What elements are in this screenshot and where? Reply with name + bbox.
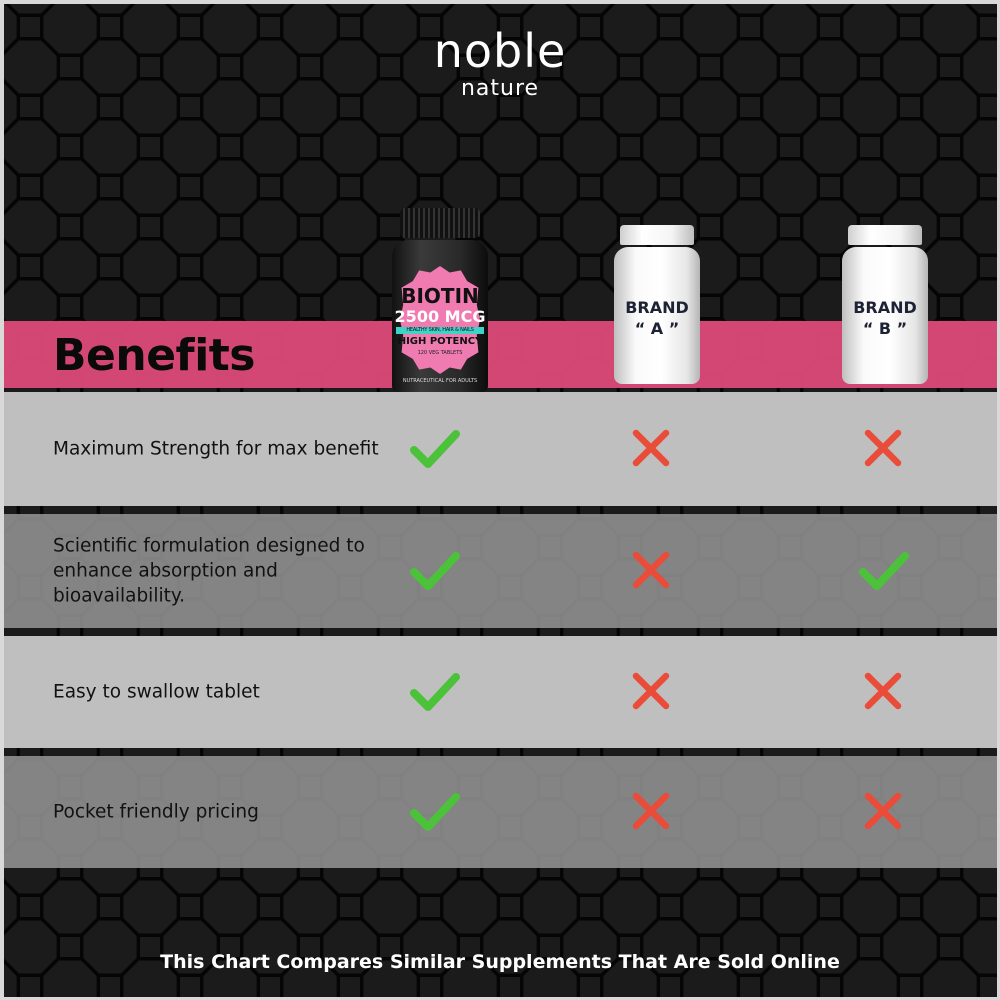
- cross-icon: [632, 672, 670, 710]
- check-icon: [410, 673, 460, 711]
- benefit-text: Pocket friendly pricing: [53, 801, 259, 823]
- benefits-heading: Benefits: [53, 330, 256, 381]
- product-brand-a-bottle: BRAND “ A ”: [614, 225, 700, 384]
- label-line1: BRAND: [853, 298, 917, 317]
- label-count: 120 VEG TABLETS: [417, 350, 463, 356]
- bottle-cap: [620, 225, 694, 245]
- brand-logo-line2: nature: [460, 76, 540, 101]
- brand-logo-line1: noble: [433, 24, 567, 78]
- label-tagline: HEALTHY SKIN, HAIR & NAILS: [396, 327, 484, 334]
- label-line2: “ B ”: [862, 319, 908, 338]
- header-band: [4, 321, 997, 388]
- cross-icon: [632, 429, 670, 467]
- product-brand-b-bottle: BRAND “ B ”: [842, 225, 928, 384]
- comparison-row: Scientific formulation designed to enhan…: [4, 514, 997, 628]
- benefit-text: Easy to swallow tablet: [53, 681, 260, 703]
- bottle-body: [842, 247, 928, 384]
- label-title: BIOTIN: [401, 284, 479, 308]
- footer-note: This Chart Compares Similar Supplements …: [160, 951, 840, 973]
- comparison-row: Pocket friendly pricing: [4, 756, 997, 868]
- label-dose: 2500 MCG: [394, 307, 486, 326]
- cross-icon: [632, 551, 670, 589]
- bottle-label: BRAND “ A ”: [614, 297, 700, 339]
- bottle-cap: [400, 208, 480, 238]
- cross-icon: [864, 792, 902, 830]
- label-line1: BRAND: [625, 298, 689, 317]
- bottle-cap: [848, 225, 922, 245]
- cross-icon: [864, 672, 902, 710]
- comparison-row: Easy to swallow tablet: [4, 636, 997, 748]
- cross-icon: [632, 792, 670, 830]
- bottle-label: BRAND “ B ”: [842, 297, 928, 339]
- label-footer: NUTRACEUTICAL FOR ADULTS: [402, 378, 478, 384]
- bottle-label-badge: [400, 266, 480, 374]
- comparison-row: Maximum Strength for max benefit: [4, 392, 997, 506]
- bottle-body: [614, 247, 700, 384]
- label-potency: HIGH POTENCY: [397, 336, 483, 347]
- benefit-text: Maximum Strength for max benefit: [53, 438, 379, 460]
- product-featured-bottle: BIOTIN 2500 MCG HEALTHY SKIN, HAIR & NAI…: [392, 208, 488, 392]
- label-line2: “ A ”: [634, 319, 680, 338]
- check-icon: [859, 552, 909, 590]
- check-icon: [410, 430, 460, 468]
- cross-icon: [864, 429, 902, 467]
- check-icon: [410, 793, 460, 831]
- benefit-text: Scientific formulation designed to enhan…: [53, 535, 365, 607]
- check-icon: [410, 552, 460, 590]
